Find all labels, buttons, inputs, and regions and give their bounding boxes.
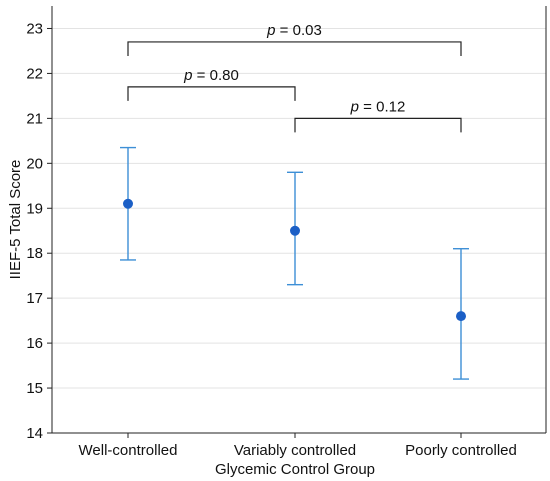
axes [51,6,547,434]
significance-bracket: p = 0.12 [294,98,462,133]
p-value: = 0.12 [359,98,405,115]
x-tick-label: Variably controlled [234,442,356,459]
mean-point [290,225,300,236]
p-value-label: p = 0.80 [183,67,239,84]
y-tick-label: 17 [26,290,43,307]
p-value-label: p = 0.12 [350,98,406,115]
x-tick-label: Poorly controlled [405,442,517,459]
y-tick-label: 14 [26,425,43,442]
y-tick-label: 22 [26,65,43,82]
mean-points [123,198,466,322]
bracket-line [127,86,296,101]
mean-point [456,311,466,322]
p-value: = 0.03 [276,22,322,39]
significance-brackets: p = 0.03p = 0.80p = 0.12 [127,22,462,133]
y-tick-label: 18 [26,245,43,262]
bracket-line [127,41,462,56]
significance-bracket: p = 0.03 [127,22,462,56]
y-tick-label: 23 [26,20,43,37]
significance-bracket: p = 0.80 [127,67,296,101]
y-tick-label: 21 [26,110,43,127]
y-tick-label: 15 [26,380,43,397]
p-symbol: p [350,98,359,115]
x-axis-ticks: Well-controlled Variably controlled Poorly… [79,433,517,459]
error-bars [120,146,469,380]
p-value-label: p = 0.03 [266,22,322,39]
y-axis-title: IIEF-5 Total Score [7,160,24,280]
y-tick-label: 20 [26,155,43,172]
grid-lines [52,27,546,389]
p-symbol: p [266,22,275,39]
p-symbol: p [183,67,192,84]
mean-point [123,198,133,209]
y-tick-label: 16 [26,335,43,352]
y-axis-ticks: 14 15 16 17 18 19 20 21 22 23 [26,20,52,442]
x-tick-label: Well-controlled [79,442,178,459]
y-tick-label: 19 [26,200,43,217]
p-value: = 0.80 [193,67,239,84]
x-axis-title: Glycemic Control Group [215,461,375,478]
bracket-line [294,117,462,133]
